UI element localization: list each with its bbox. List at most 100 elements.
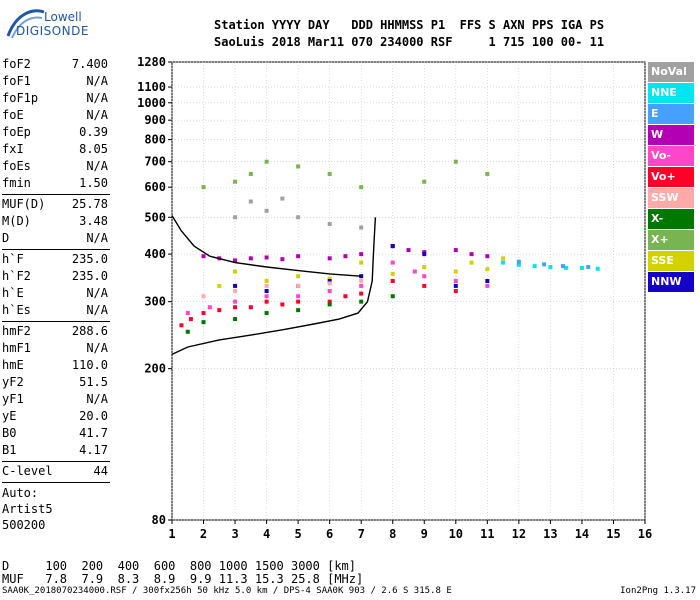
param-row: h`F2 235.0 [2,269,110,286]
param-key: foEs [2,159,31,173]
echo-point [296,164,301,169]
echo-point [233,179,238,184]
param-key: foF1p [2,91,39,105]
param-key: fmin [2,176,31,190]
echo-point [390,271,395,276]
footer-info: SAA0K_2018070234000.RSF / 300fx256h 50 k… [2,586,452,596]
param-value: 235.0 [71,269,108,283]
echo-point [390,294,395,299]
param-value: 1.50 [79,176,108,190]
echo-point [296,274,301,279]
plot-area [171,61,646,521]
echo-point [422,179,427,184]
polarization-legend: NoVal NNE E W Vo- Vo+ SSW X- X+ SSE NNW [648,62,694,293]
echo-point [296,294,301,299]
logo-line1: Lowell [44,10,82,24]
param-row: yE 20.0 [2,409,110,426]
param-value: 20.0 [79,409,108,423]
param-row: foEp 0.39 [2,125,110,142]
legend-item-nnw: NNW [648,272,694,292]
x-tick-label: 3 [231,527,238,541]
echo-point [453,159,458,164]
y-tick-label: 600 [144,180,166,194]
echo-point [264,159,269,164]
param-separator [2,194,110,195]
y-tick-label: 700 [144,155,166,169]
echo-point [327,302,332,307]
x-tick-label: 10 [449,527,463,541]
echo-point [179,323,184,328]
param-value: 7.400 [71,57,108,71]
echo-point [201,294,206,299]
echo-point [233,289,238,293]
param-key: foE [2,108,24,122]
muf-distance-line: D 100 200 400 600 800 1000 1500 3000 [km… [2,559,357,573]
echo-point [296,215,301,220]
param-key: D [2,231,10,245]
param-key: h`F [2,252,24,266]
param-row: B0 41.7 [2,426,110,443]
trace-lower [171,217,377,356]
y-tick-label: 500 [144,210,166,224]
echo-point [233,258,238,263]
param-value: N/A [86,91,108,105]
echo-point [343,294,348,299]
param-value: 44 [93,464,108,478]
param-key: foF1 [2,74,31,88]
echo-point [453,283,458,288]
echo-point [207,305,212,310]
x-tick-label: 12 [512,527,526,541]
param-separator [2,461,110,462]
param-row: foF1p N/A [2,91,110,108]
echo-point [233,269,238,274]
param-separator [2,321,110,322]
x-tick-label: 11 [480,527,494,541]
x-tick-label: 7 [358,527,365,541]
echo-point [296,283,301,288]
echo-point [586,265,591,270]
echo-point [248,171,253,176]
echo-point [422,265,427,270]
param-key: hmE [2,358,24,372]
x-tick-label: 4 [263,527,270,541]
echo-point [422,283,427,288]
param-value: 51.5 [79,375,108,389]
y-tick-label: 400 [144,247,166,261]
echo-point [485,171,490,176]
echo-point [343,254,348,259]
y-tick-label: 300 [144,295,166,309]
echo-point [359,252,364,257]
echo-point [485,254,490,259]
x-tick-label: 13 [543,527,557,541]
echo-point [264,208,269,213]
x-tick-label: 6 [326,527,333,541]
echo-point [280,196,285,201]
y-tick-label: 1280 [137,55,166,69]
echo-point [201,320,206,325]
param-row: foEs N/A [2,159,110,176]
param-key: fxI [2,142,24,156]
param-row: B1 4.17 [2,443,110,460]
y-tick-label: 80 [152,513,166,527]
x-tick-label: 16 [638,527,652,541]
echo-point [453,248,458,253]
auto-scaling-info: Auto: Artist5 500200 [2,485,110,533]
x-tick-label: 2 [200,527,207,541]
echo-point [561,264,566,269]
echo-point [359,283,364,288]
x-tick-label: 14 [575,527,589,541]
echo-point [485,278,490,283]
param-key: B0 [2,426,17,440]
legend-item-sse: SSE [648,251,694,271]
echo-point [469,252,474,257]
header-line2: SaoLuis 2018 Mar11 070 234000 RSF 1 715 … [214,35,605,49]
echo-point [595,266,600,271]
echo-point [201,254,206,259]
param-row: h`Es N/A [2,303,110,320]
legend-item-vo: Vo- [648,146,694,166]
param-value: 4.17 [79,443,108,457]
param-row: M(D) 3.48 [2,214,110,231]
echo-point [327,256,332,261]
echo-point [327,276,332,281]
